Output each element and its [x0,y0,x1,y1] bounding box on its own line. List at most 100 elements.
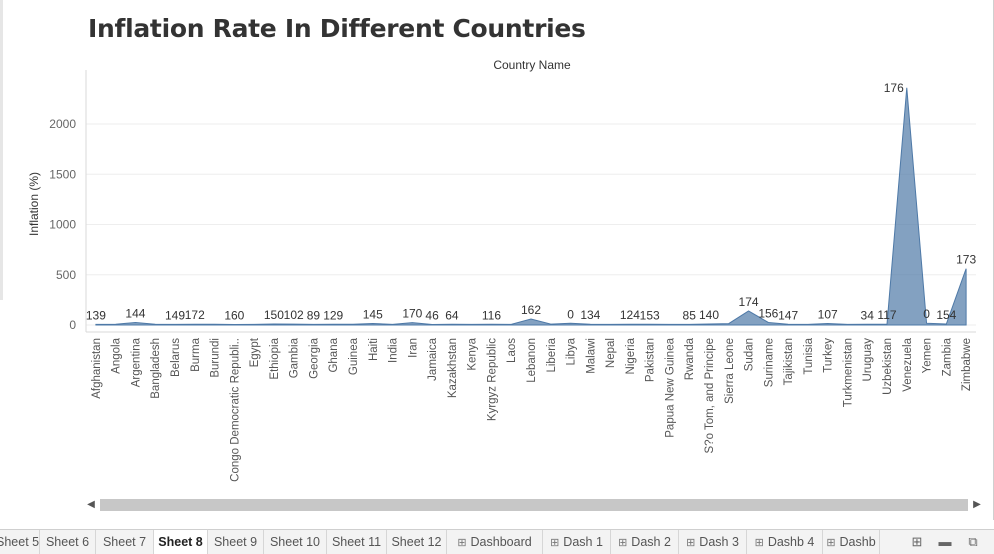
sheet-tab-dash-1[interactable]: ⊞ Dash 1 [543,530,611,554]
data-label-13: 116 [482,308,501,322]
sheet-tab-sheet-6[interactable]: Sheet 6 [40,530,96,554]
x-tick-label-30: Rwanda [684,337,696,380]
data-label-8: 129 [323,308,343,322]
data-label-10: 170 [402,307,422,321]
data-label-12: 64 [445,308,459,322]
y-tick-label-4: 2000 [49,117,76,131]
data-label-2: 149 [165,308,185,322]
data-label-16: 134 [580,308,600,322]
new-story-icon[interactable]: ⧉ [968,534,978,549]
x-tick-label-23: Liberia [546,337,558,372]
data-label-19: 85 [683,308,697,322]
sheet-tab-sheet-10[interactable]: Sheet 10 [264,530,327,554]
x-tick-label-13: Guinea [348,337,360,375]
sheet-tab-sheet-12[interactable]: Sheet 12 [387,530,447,554]
sheet-tab-dash-3[interactable]: ⊞ Dash 3 [679,530,747,554]
sheet-tab-dashb[interactable]: ⊞ Dashb [823,530,880,554]
y-tick-label-0: 0 [69,318,76,332]
viz-canvas: Inflation Rate In Different Countries Co… [0,0,994,520]
x-tick-label-0: Afghanistan [91,338,103,399]
data-label-20: 140 [699,308,719,322]
data-label-3: 172 [185,308,205,322]
x-tick-label-14: Haiti [368,338,380,361]
x-tick-label-36: Tunisia [803,337,815,374]
sheet-tab-dashb-4[interactable]: ⊞ Dashb 4 [747,530,823,554]
x-tick-label-29: Papua New Guinea [664,337,676,437]
data-label-28: 0 [923,307,930,321]
y-tick-label-1: 500 [56,268,76,282]
x-tick-label-8: Egypt [249,337,261,367]
x-tick-label-44: Zimbabwe [961,338,973,391]
x-tick-label-34: Suriname [763,338,775,387]
x-tick-label-2: Argentina [130,337,142,387]
sheet-tab-bar: Sheet 5 Sheet 6 Sheet 7 Sheet 8 Sheet 9 Sheet… [0,529,994,554]
sheet-tab-label: Dash 3 [699,535,739,549]
x-tick-label-38: Turkmenistan [842,338,854,407]
sheet-tab-label: Sheet 10 [269,535,321,549]
x-tick-label-39: Uruguay [862,338,874,382]
new-worksheet-icon[interactable]: ⊞ [911,534,923,549]
x-tick-label-22: Lebanon [526,338,538,383]
data-label-1: 144 [125,306,145,320]
sheet-tab-sheet-8[interactable]: Sheet 8 [154,529,208,554]
sheet-tab-sheet-11[interactable]: Sheet 11 [327,530,387,554]
data-label-27: 117 [877,308,896,322]
y-axis-title: Inflation (%) [27,172,41,236]
sheet-tab-label: Dashb 4 [767,535,815,549]
sheet-tab-dash-2[interactable]: ⊞ Dash 2 [611,530,679,554]
x-tick-label-37: Turkey [823,338,835,373]
data-label-29: 154 [936,308,956,322]
data-label-5: 150 [264,308,284,322]
x-tick-label-42: Yemen [922,338,934,373]
dashboard-icon: ⊞ [618,537,628,549]
left-pane-edge [0,0,3,300]
scroll-left-arrow-icon[interactable]: ◀ [87,499,95,510]
x-tick-label-9: Ethiopia [269,337,281,379]
new-dashboard-icon[interactable]: ▬ [938,534,952,549]
y-tick-label-3: 1500 [49,167,76,181]
sheet-tab-sheet-9[interactable]: Sheet 9 [208,530,264,554]
data-label-15: 0 [567,307,574,321]
horizontal-scrollbar[interactable]: ◀ ▶ [84,497,984,513]
scrollbar-thumb[interactable] [100,499,968,511]
dashboard-icon: ⊞ [826,537,836,549]
x-tick-label-28: Pakistan [645,338,657,382]
sheet-tab-dashboard[interactable]: ⊞ Dashboard [447,530,543,554]
dashboard-icon: ⊞ [754,537,764,549]
sheet-tab-label: Dashboard [470,535,532,549]
sheet-tab-label: Sheet 5 [0,535,40,549]
x-tick-label-24: Libya [566,337,578,365]
sheet-tab-label: Sheet 7 [102,535,147,549]
sheet-tab-label: Sheet 12 [391,535,442,549]
x-tick-label-1: Angola [111,337,123,373]
data-label-14: 162 [521,303,541,317]
column-header-label: Country Name [493,58,571,72]
x-tick-label-43: Zambia [941,337,953,376]
x-tick-label-26: Nepal [605,338,617,368]
data-label-7: 89 [307,308,321,322]
x-tick-label-32: Sierra Leone [724,338,736,404]
dashboard-icon: ⊞ [686,537,696,549]
sheet-tab-sheet-7[interactable]: Sheet 7 [96,530,154,554]
sheet-tab-label: Sheet 11 [331,535,382,549]
sheet-tab-label: Dash 1 [563,535,603,549]
x-tick-label-21: Laos [506,338,518,363]
x-tick-label-10: Gambia [289,337,301,378]
data-label-17: 124 [620,308,640,322]
dashboard-icon: ⊞ [550,537,560,549]
x-tick-label-20: Kyrgyz Republic [486,338,498,421]
data-label-18: 153 [640,308,660,322]
x-tick-label-40: Uzbekistan [882,338,894,395]
chart-title: Inflation Rate In Different Countries [88,14,586,43]
data-label-30: 173 [956,253,976,267]
sheet-tab-sheet-5[interactable]: Sheet 5 [0,530,40,554]
x-tick-label-41: Venezuela [902,337,914,391]
x-tick-label-18: Kazakhstan [447,338,459,398]
x-tick-label-6: Burundi [210,338,222,378]
scroll-right-arrow-icon[interactable]: ▶ [973,499,981,510]
area-series [95,87,967,326]
x-tick-label-12: Ghana [328,337,340,372]
x-tick-label-27: Nigeria [625,337,637,374]
data-label-0: 139 [86,308,106,322]
